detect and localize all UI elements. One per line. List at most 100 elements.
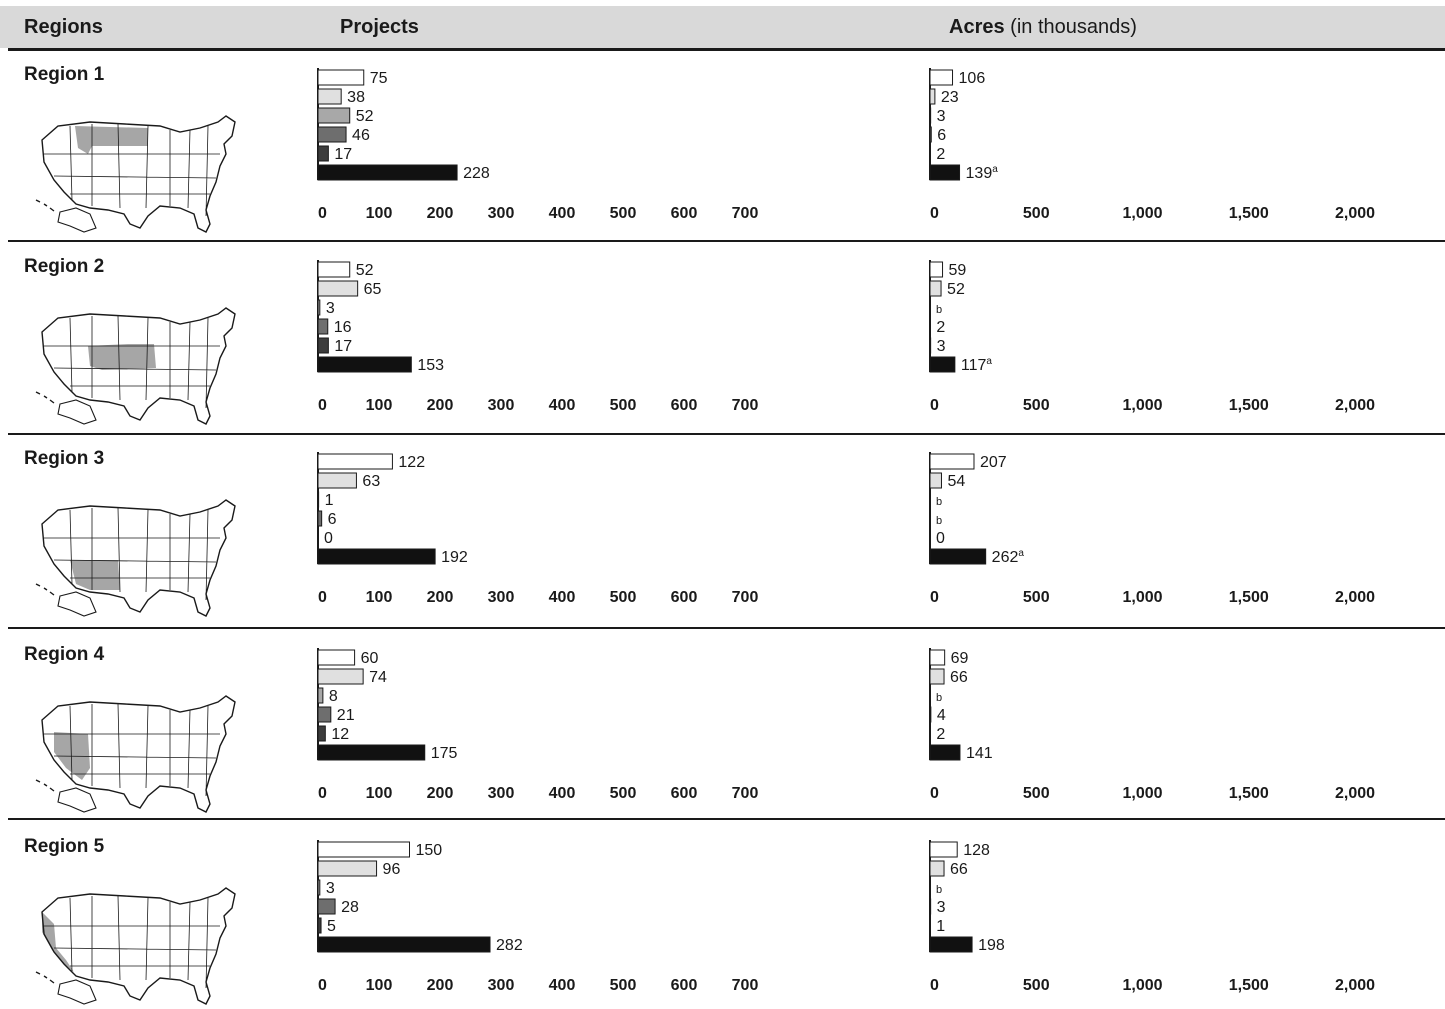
acres-value-label: 66: [950, 669, 968, 686]
projects-value-label: 28: [341, 899, 359, 916]
map-state-lines: [44, 895, 220, 989]
map-state-lines: [44, 123, 220, 217]
region-chart: 60 74 8 21 12 175 0 100 200 300 400 500 600 700 69 66 b 4…: [317, 648, 1375, 802]
projects-value-label: 12: [331, 726, 349, 743]
projects-tick-label: 300: [488, 785, 515, 802]
projects-value-label: 1: [325, 492, 334, 509]
projects-tick-label: 500: [610, 205, 637, 222]
acres-tick-label: 500: [1023, 397, 1050, 414]
projects-tick-label: 600: [671, 785, 698, 802]
acres-bar: [929, 936, 973, 953]
map-alaska: [57, 591, 97, 617]
acres-bar: [929, 472, 942, 489]
projects-value-label: 16: [334, 319, 352, 336]
header-regions: Regions: [24, 16, 103, 38]
acres-value-label: 2: [936, 319, 945, 336]
map-state-lines: [44, 507, 220, 601]
projects-value-label: 0: [324, 530, 333, 547]
projects-bar: [317, 472, 357, 489]
projects-value-label: 3: [326, 880, 335, 897]
projects-tick-label: 700: [732, 785, 759, 802]
acres-bar: [929, 744, 961, 761]
projects-tick-label: 300: [488, 397, 515, 414]
projects-bar: [317, 164, 458, 181]
acres-value-label: 262a: [992, 548, 1025, 566]
acres-value-label: 106: [959, 70, 986, 87]
region-label: Region 5: [24, 836, 105, 857]
region-chart: 150 96 3 28 5 282 0 100 200 300 400 500 600 700 128 66 b…: [317, 840, 1375, 994]
projects-bar: [317, 860, 378, 877]
acres-value-label: 3: [937, 899, 946, 916]
region-3: Region 3 122 63 1 6 0 192 0 100 200 300 400 500 600 70…: [0, 444, 1445, 624]
projects-tick-label: 600: [671, 397, 698, 414]
acres-tick-label: 0: [930, 205, 939, 222]
acres-footnote-mark: a: [992, 164, 998, 175]
acres-bar: [929, 453, 975, 470]
projects-value-label: 52: [356, 262, 374, 279]
projects-tick-label: 400: [549, 397, 576, 414]
header-acres: Acres (in thousands): [949, 16, 1137, 39]
acres-value-label: 66: [950, 861, 968, 878]
acres-tick-label: 1,000: [1122, 397, 1162, 414]
acres-bar: [929, 548, 987, 565]
region-label: Region 3: [24, 448, 105, 469]
acres-bar: [929, 337, 932, 354]
acres-tick-label: 0: [930, 785, 939, 802]
projects-tick-label: 200: [427, 397, 454, 414]
projects-tick-label: 200: [427, 205, 454, 222]
projects-value-label: 282: [496, 937, 523, 954]
projects-tick-label: 700: [732, 589, 759, 606]
projects-bar: [317, 879, 321, 896]
projects-tick-label: 100: [366, 589, 393, 606]
projects-bar: [317, 88, 342, 105]
acres-bar: [929, 69, 954, 86]
acres-tick-label: 2,000: [1335, 589, 1375, 606]
acres-bar: [929, 126, 932, 143]
acres-value-label: 3: [937, 338, 946, 355]
acres-value-label: 198: [978, 937, 1005, 954]
projects-bar: [317, 356, 412, 373]
acres-value-label: 2: [936, 726, 945, 743]
projects-tick-label: 200: [427, 977, 454, 994]
map-hawaii: [35, 971, 55, 984]
acres-tick-label: 0: [930, 589, 939, 606]
projects-value-label: 17: [334, 146, 352, 163]
acres-bar: [929, 107, 932, 124]
header-acres-bold: Acres: [949, 16, 1005, 38]
acres-value-label: 139a: [966, 164, 999, 182]
acres-bar: [929, 898, 932, 915]
acres-value-label: b: [936, 496, 942, 508]
projects-value-label: 8: [329, 688, 338, 705]
header-rule: [8, 48, 1445, 51]
map-hawaii: [35, 391, 55, 404]
region-5: Region 5 150 96 3 28 5 282 0 100 200 300 400 500 600 7…: [0, 832, 1445, 1005]
acres-value-label: 69: [951, 650, 969, 667]
projects-tick-label: 400: [549, 205, 576, 222]
projects-tick-label: 200: [427, 589, 454, 606]
projects-value-label: 21: [337, 707, 355, 724]
header-projects: Projects: [340, 16, 419, 38]
projects-value-label: 46: [352, 127, 370, 144]
projects-value-label: 38: [347, 89, 365, 106]
projects-tick-label: 300: [488, 205, 515, 222]
projects-tick-label: 700: [732, 397, 759, 414]
projects-bar: [317, 841, 410, 858]
map-hawaii: [35, 583, 55, 596]
projects-tick-label: 300: [488, 589, 515, 606]
projects-bar: [317, 299, 321, 316]
projects-tick-label: 100: [366, 785, 393, 802]
projects-bar: [317, 687, 324, 704]
acres-value-label: 207: [980, 454, 1007, 471]
acres-bar: [929, 261, 944, 278]
projects-bar: [317, 744, 426, 761]
projects-tick-label: 0: [318, 397, 327, 414]
region-label: Region 2: [24, 256, 105, 277]
region-chart: 122 63 1 6 0 192 0 100 200 300 400 500 600 700 207 54 bb…: [317, 452, 1375, 606]
projects-bar: [317, 107, 351, 124]
acres-bar: [929, 668, 945, 685]
projects-value-label: 153: [417, 357, 444, 374]
map-highlight: [88, 344, 156, 370]
acres-value-label: b: [936, 515, 942, 527]
map-state-lines: [44, 703, 220, 797]
projects-bar: [317, 668, 364, 685]
